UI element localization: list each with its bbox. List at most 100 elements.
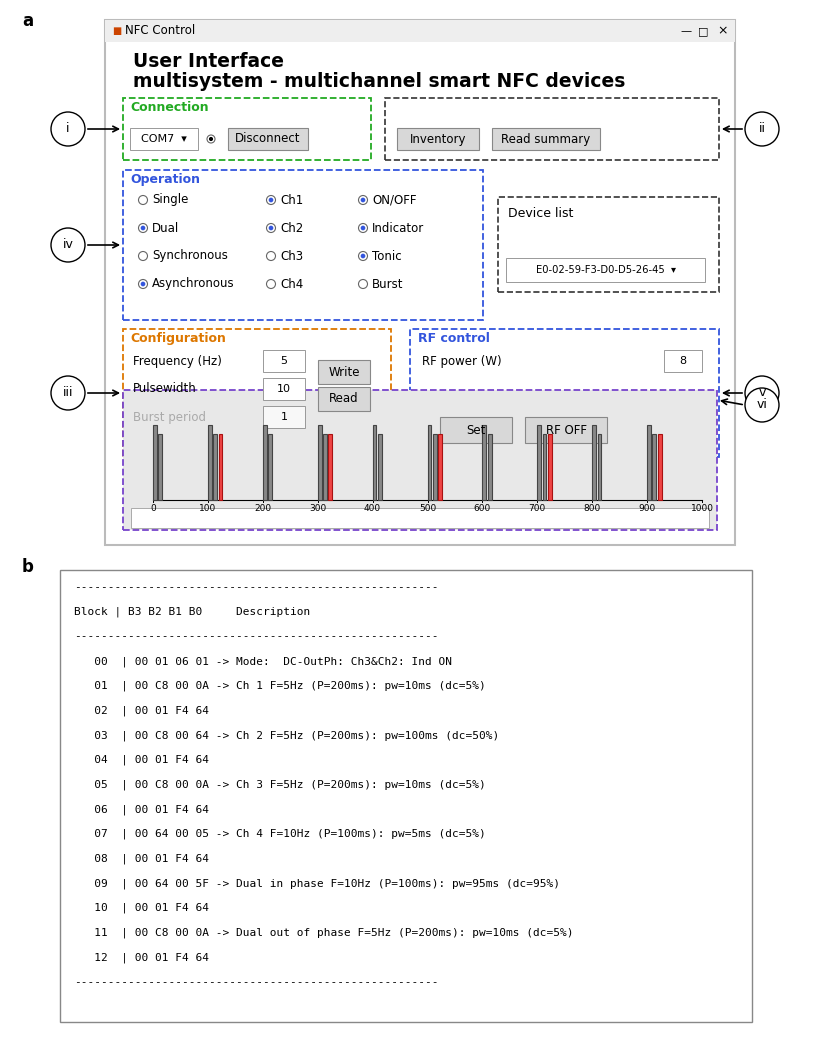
Text: 02  | 00 01 F4 64: 02 | 00 01 F4 64 [74,706,209,716]
Text: ------------------------------------------------------: ----------------------------------------… [74,582,438,592]
Circle shape [361,226,365,230]
Text: COM7  ▾: COM7 ▾ [141,134,187,144]
Circle shape [745,376,779,410]
Bar [262,425,267,500]
Text: Configuration: Configuration [130,332,226,345]
Circle shape [269,197,273,203]
Text: Tonic: Tonic [372,250,402,262]
Text: ii: ii [759,123,765,135]
Circle shape [139,279,148,289]
Text: b: b [22,558,34,576]
Text: Single: Single [152,193,188,207]
Bar [525,417,607,443]
Circle shape [267,195,275,205]
Bar [487,435,491,500]
Bar [123,329,391,457]
Text: RF control: RF control [418,332,490,345]
Text: 300: 300 [309,504,326,513]
Text: Ch3: Ch3 [280,250,303,262]
Text: Device list: Device list [508,207,574,220]
Text: ------------------------------------------------------: ----------------------------------------… [74,631,438,642]
Text: 500: 500 [419,504,436,513]
Text: 1: 1 [280,412,288,422]
Bar [105,20,735,42]
Text: □: □ [698,26,708,36]
Text: 05  | 00 C8 00 0A -> Ch 3 F=5Hz (P=200ms): pw=10ms (dc=5%): 05 | 00 C8 00 0A -> Ch 3 F=5Hz (P=200ms)… [74,779,486,790]
Text: Dual: Dual [152,222,179,234]
Text: ■: ■ [112,26,121,36]
Bar [482,425,487,500]
Text: Operation: Operation [130,173,200,186]
Circle shape [361,197,365,203]
Text: RF OFF: RF OFF [545,423,587,437]
Text: Ch2: Ch2 [280,222,303,234]
Bar [498,197,719,292]
Bar [323,435,327,500]
Bar [658,434,662,500]
Circle shape [51,112,85,146]
Circle shape [745,388,779,422]
Text: ON/OFF: ON/OFF [372,193,416,207]
Text: ×: × [717,24,728,38]
Text: Synchronous: Synchronous [152,250,228,262]
Bar [410,329,719,457]
Circle shape [359,252,368,260]
Bar [548,434,552,500]
Text: 600: 600 [474,504,491,513]
Circle shape [359,224,368,232]
Text: Inventory: Inventory [410,132,466,146]
Bar [328,434,333,500]
Text: Pulsewidth: Pulsewidth [133,382,196,396]
Text: 01  | 00 C8 00 0A -> Ch 1 F=5Hz (P=200ms): pw=10ms (dc=5%): 01 | 00 C8 00 0A -> Ch 1 F=5Hz (P=200ms)… [74,680,486,691]
Text: 09  | 00 64 00 5F -> Dual in phase F=10Hz (P=100ms): pw=95ms (dc=95%): 09 | 00 64 00 5F -> Dual in phase F=10Hz… [74,878,560,888]
Circle shape [745,112,779,146]
Circle shape [139,252,148,260]
Circle shape [361,254,365,258]
Circle shape [267,224,275,232]
Text: i: i [66,123,70,135]
Text: iii: iii [63,386,73,399]
Bar [130,128,198,150]
Bar [492,128,600,150]
Text: Burst period: Burst period [133,411,206,423]
Bar [123,98,371,160]
Circle shape [269,226,273,230]
Text: Disconnect: Disconnect [236,132,301,146]
Text: 08  | 00 01 F4 64: 08 | 00 01 F4 64 [74,854,209,864]
Bar [218,434,222,500]
Text: 400: 400 [364,504,381,513]
Text: Ch1: Ch1 [280,193,303,207]
Text: Block | B3 B2 B1 B0     Description: Block | B3 B2 B1 B0 Description [74,607,311,617]
Text: 800: 800 [584,504,601,513]
Text: 200: 200 [254,504,271,513]
Bar [214,435,217,500]
Text: 06  | 00 01 F4 64: 06 | 00 01 F4 64 [74,804,209,815]
Text: User Interface: User Interface [133,52,284,71]
Text: multisystem - multichannel smart NFC devices: multisystem - multichannel smart NFC dev… [133,72,625,91]
Bar [263,378,305,400]
Text: Write: Write [328,365,359,378]
Circle shape [139,224,148,232]
Circle shape [209,136,213,141]
Text: 900: 900 [638,504,656,513]
Bar [105,20,735,545]
Text: Ch4: Ch4 [280,277,303,291]
Bar [593,425,596,500]
Bar [60,570,752,1022]
Text: Read summary: Read summary [501,132,591,146]
Text: Set: Set [466,423,486,437]
Bar [597,435,601,500]
Text: ------------------------------------------------------: ----------------------------------------… [74,976,438,987]
Text: iv: iv [63,238,73,252]
Circle shape [267,252,275,260]
Text: 700: 700 [529,504,546,513]
Text: a: a [22,12,33,30]
Bar [228,128,308,150]
Bar [263,350,305,372]
Text: E0-02-59-F3-D0-D5-26-45  ▾: E0-02-59-F3-D0-D5-26-45 ▾ [535,265,676,275]
Bar [397,128,479,150]
Text: Asynchronous: Asynchronous [152,277,235,291]
Circle shape [141,226,145,230]
Bar [433,435,437,500]
Bar [438,434,442,500]
